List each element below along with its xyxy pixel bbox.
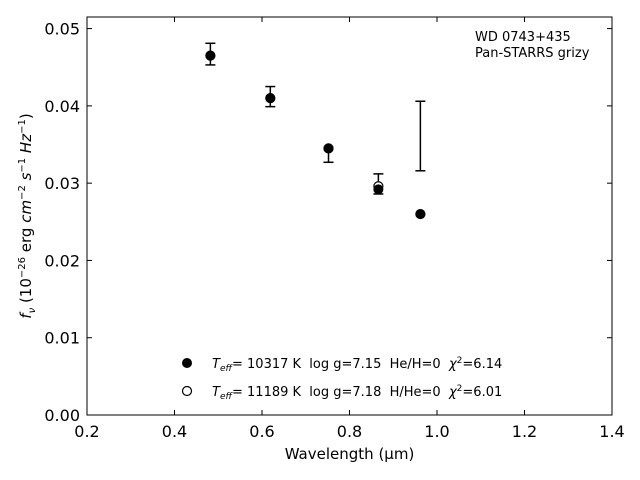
legend: Teff= 10317 K log g=7.15 He/H=0 χ2=6.14 … xyxy=(181,356,502,402)
plot-frame xyxy=(86,16,613,416)
annotation-survey: Pan-STARRS grizy xyxy=(475,46,590,61)
y-axis-label: fν (10−26 erg cm−2 s−1 Hz−1) xyxy=(17,113,38,318)
annotation-object: WD 0743+435 xyxy=(475,30,571,45)
x-tick-label: 0.2 xyxy=(74,422,99,441)
x-axis: 0.2 0.4 0.6 0.8 1.0 1.2 1.4 xyxy=(74,17,625,441)
legend-marker-filled xyxy=(182,358,192,368)
x-tick-label: 1.4 xyxy=(599,422,624,441)
y-tick-label: 0.01 xyxy=(44,329,80,348)
x-tick-label: 0.4 xyxy=(162,422,187,441)
y-tick-label: 0.04 xyxy=(44,97,80,116)
x-tick-label: 0.6 xyxy=(249,422,274,441)
x-tick-label: 1.2 xyxy=(512,422,537,441)
point-filled xyxy=(265,93,276,104)
y-axis: 0.00 0.01 0.02 0.03 0.04 0.05 xyxy=(44,20,612,425)
legend-entry-1: Teff= 10317 K log g=7.15 He/H=0 χ2=6.14 xyxy=(212,356,502,374)
y-tick-label: 0.00 xyxy=(44,406,80,425)
y-tick-label: 0.02 xyxy=(44,251,80,270)
x-tick-label: 1.0 xyxy=(424,422,449,441)
error-bars xyxy=(205,42,426,195)
annotation: WD 0743+435 Pan-STARRS grizy xyxy=(475,30,590,61)
point-filled xyxy=(415,209,426,220)
point-filled xyxy=(373,184,384,195)
legend-marker-open xyxy=(181,385,193,397)
x-tick-label: 0.8 xyxy=(337,422,362,441)
y-tick-label: 0.05 xyxy=(44,20,80,39)
x-axis-label: Wavelength (μm) xyxy=(285,445,415,463)
legend-entry-2: Teff= 11189 K log g=7.18 H/He=0 χ2=6.01 xyxy=(212,384,502,402)
point-filled xyxy=(323,143,334,154)
data-points xyxy=(205,50,426,220)
point-filled xyxy=(205,50,216,61)
y-tick-label: 0.03 xyxy=(44,174,80,193)
